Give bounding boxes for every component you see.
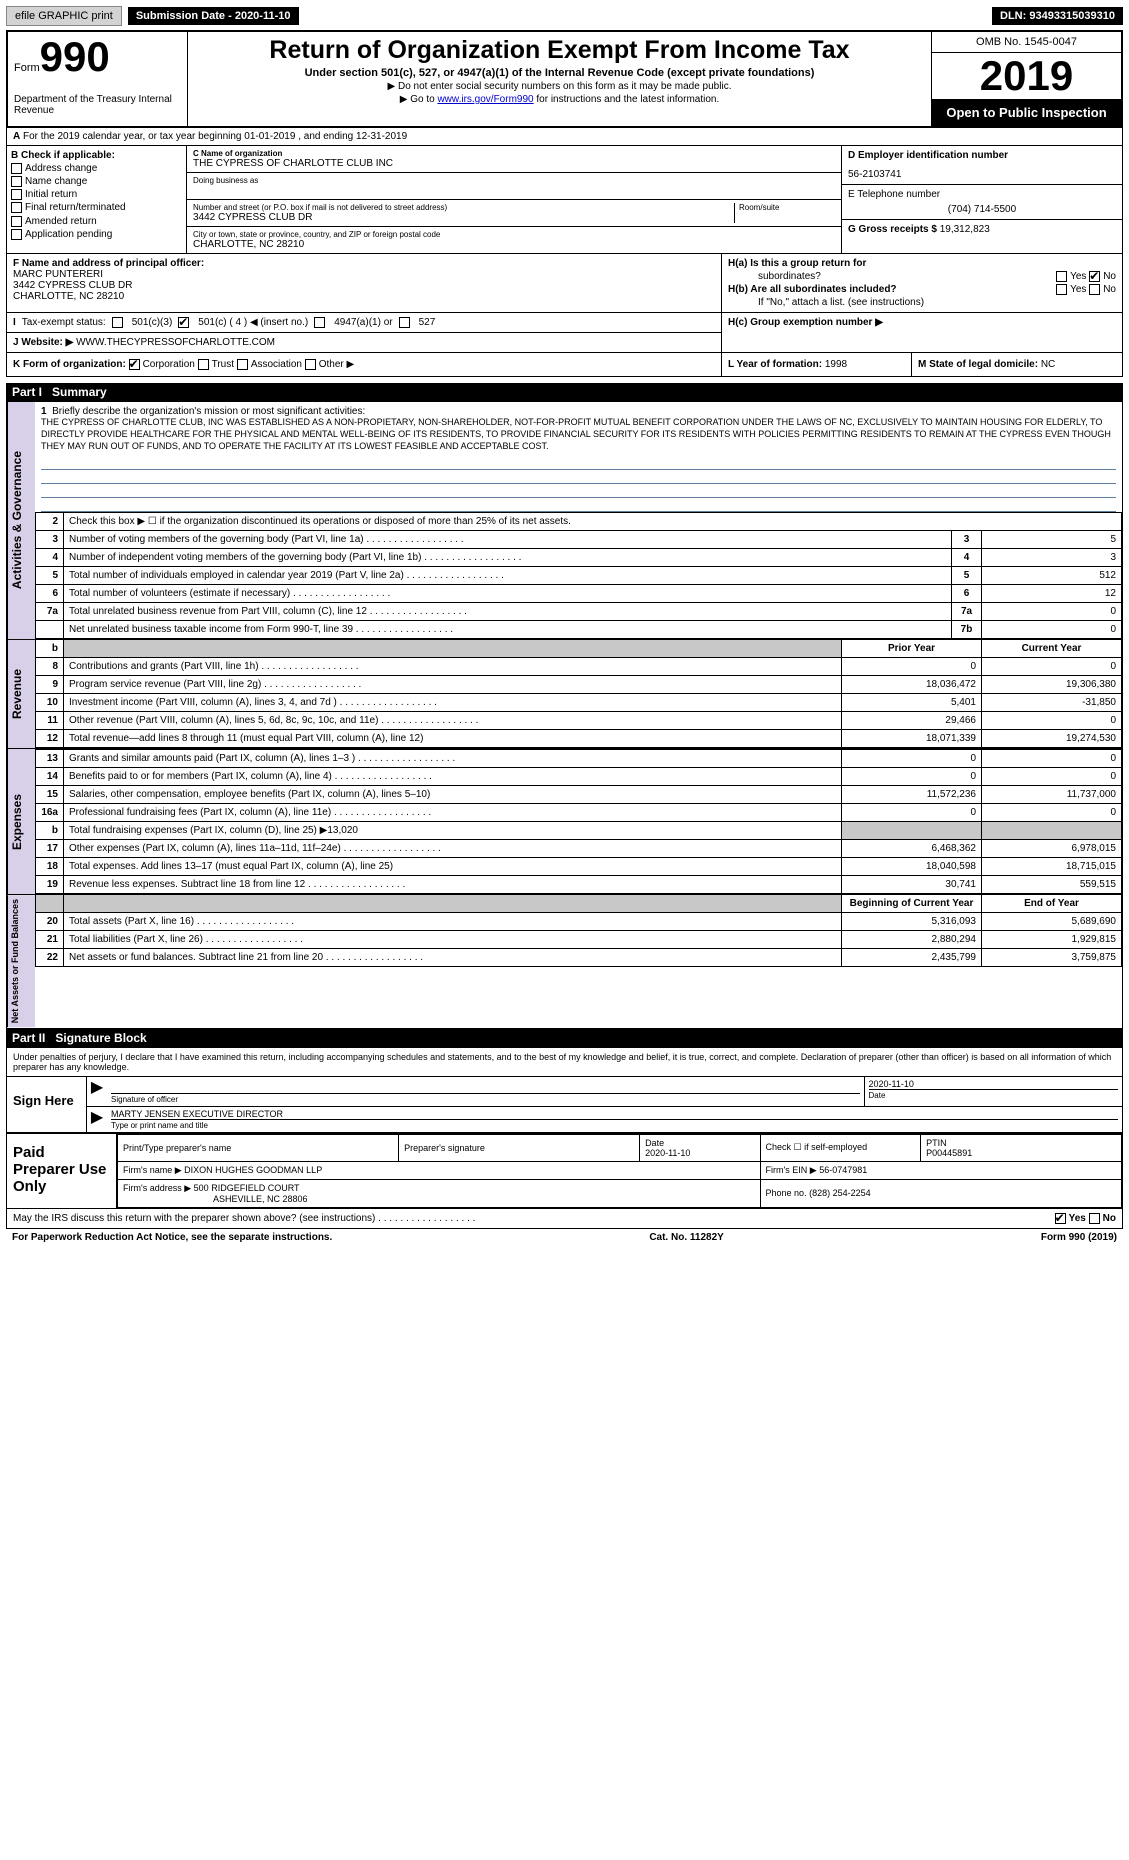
form-subtitle: Under section 501(c), 527, or 4947(a)(1)… <box>192 67 927 79</box>
checkbox-amended-return[interactable] <box>11 216 22 227</box>
website-value: WWW.THECYPRESSOFCHARLOTTE.COM <box>76 337 275 348</box>
discuss-row: May the IRS discuss this return with the… <box>6 1209 1123 1229</box>
checkbox-ha-yes[interactable] <box>1056 271 1067 282</box>
ptin-value: P00445891 <box>926 1148 972 1158</box>
checkbox-association[interactable] <box>237 359 248 370</box>
submission-date: Submission Date - 2020-11-10 <box>128 7 299 25</box>
tax-year: 2019 <box>932 53 1121 99</box>
side-label-netassets: Net Assets or Fund Balances <box>7 895 35 1027</box>
officer-typed-name: MARTY JENSEN EXECUTIVE DIRECTOR <box>111 1109 1118 1119</box>
part2-header: Part II Signature Block <box>6 1029 1123 1047</box>
form-label: Form <box>14 62 40 74</box>
dba-label: Doing business as <box>193 176 835 185</box>
firm-addr1: 500 RIDGEFIELD COURT <box>194 1183 300 1193</box>
checkbox-address-change[interactable] <box>11 163 22 174</box>
state-domicile: NC <box>1041 359 1055 370</box>
dln-number: DLN: 93493315039310 <box>992 7 1123 25</box>
ein-value: 56-2103741 <box>848 169 1116 180</box>
checkbox-hb-no[interactable] <box>1089 284 1100 295</box>
goto-suffix: for instructions and the latest informat… <box>534 94 720 105</box>
checkbox-501c[interactable] <box>178 317 189 328</box>
phone-value: (704) 714-5500 <box>848 204 1116 215</box>
governance-table: 2Check this box ▶ ☐ if the organization … <box>35 512 1122 639</box>
org-name: THE CYPRESS OF CHARLOTTE CLUB INC <box>193 158 835 169</box>
section-b-checkboxes: B Check if applicable: Address change Na… <box>7 146 187 253</box>
ssn-warning: ▶ Do not enter social security numbers o… <box>192 81 927 92</box>
sign-date: 2020-11-10 <box>869 1079 1119 1089</box>
officer-addr2: CHARLOTTE, NC 28210 <box>13 291 715 302</box>
firm-phone: (828) 254-2254 <box>809 1188 871 1198</box>
part1-header: Part I Summary <box>6 383 1123 401</box>
firm-ein: 56-0747981 <box>819 1165 867 1175</box>
irs-link[interactable]: www.irs.gov/Form990 <box>437 94 533 105</box>
perjury-declaration: Under penalties of perjury, I declare th… <box>6 1047 1123 1076</box>
efile-print-button[interactable]: efile GRAPHIC print <box>6 6 122 26</box>
side-label-revenue: Revenue <box>7 640 35 748</box>
omb-number: OMB No. 1545-0047 <box>932 32 1121 53</box>
firm-name: DIXON HUGHES GOODMAN LLP <box>184 1165 322 1175</box>
checkbox-hb-yes[interactable] <box>1056 284 1067 295</box>
checkbox-4947[interactable] <box>314 317 325 328</box>
department-label: Department of the Treasury Internal Reve… <box>14 94 181 116</box>
firm-addr2: ASHEVILLE, NC 28806 <box>123 1194 308 1204</box>
officer-name: MARC PUNTERERI <box>13 269 715 280</box>
checkbox-name-change[interactable] <box>11 176 22 187</box>
org-address: 3442 CYPRESS CLUB DR <box>193 212 730 223</box>
officer-addr1: 3442 CYPRESS CLUB DR <box>13 280 715 291</box>
prep-date: 2020-11-10 <box>645 1148 690 1158</box>
checkbox-discuss-yes[interactable] <box>1055 1213 1066 1224</box>
checkbox-discuss-no[interactable] <box>1089 1213 1100 1224</box>
form-title: Return of Organization Exempt From Incom… <box>192 36 927 65</box>
goto-prefix: ▶ Go to <box>400 94 438 105</box>
checkbox-527[interactable] <box>399 317 410 328</box>
revenue-table: bPrior YearCurrent Year 8Contributions a… <box>35 640 1122 748</box>
netassets-table: Beginning of Current YearEnd of Year 20T… <box>35 895 1122 967</box>
form-number: 990 <box>40 36 110 78</box>
form-header: Form 990 Department of the Treasury Inte… <box>6 30 1123 128</box>
checkbox-initial-return[interactable] <box>11 189 22 200</box>
year-formation: 1998 <box>825 359 847 370</box>
checkbox-other[interactable] <box>305 359 316 370</box>
checkbox-501c3[interactable] <box>112 317 123 328</box>
row-a-tax-year: A For the 2019 calendar year, or tax yea… <box>6 128 1123 146</box>
page-footer: For Paperwork Reduction Act Notice, see … <box>6 1229 1123 1246</box>
preparer-block: Paid Preparer Use Only Print/Type prepar… <box>6 1133 1123 1209</box>
checkbox-corporation[interactable] <box>129 359 140 370</box>
checkbox-ha-no[interactable] <box>1089 271 1100 282</box>
side-label-activities: Activities & Governance <box>7 402 35 639</box>
gross-receipts: 19,312,823 <box>940 224 990 235</box>
signature-block: Sign Here ▶ Signature of officer 2020-11… <box>6 1076 1123 1133</box>
checkbox-app-pending[interactable] <box>11 229 22 240</box>
expenses-table: 13Grants and similar amounts paid (Part … <box>35 749 1122 894</box>
org-city: CHARLOTTE, NC 28210 <box>193 239 835 250</box>
checkbox-trust[interactable] <box>198 359 209 370</box>
checkbox-final-return[interactable] <box>11 202 22 213</box>
topbar: efile GRAPHIC print Submission Date - 20… <box>6 6 1123 26</box>
public-inspection: Open to Public Inspection <box>932 99 1121 126</box>
mission-text: THE CYPRESS OF CHARLOTTE CLUB, INC WAS E… <box>41 417 1116 452</box>
side-label-expenses: Expenses <box>7 749 35 894</box>
